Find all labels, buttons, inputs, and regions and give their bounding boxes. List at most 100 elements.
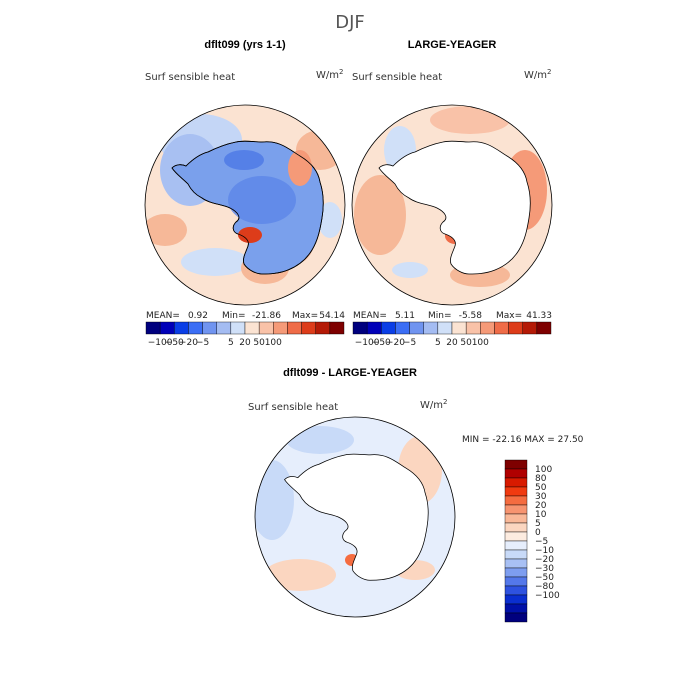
colorbar-tick-label: −50 bbox=[165, 338, 184, 348]
units-exp: 2 bbox=[547, 68, 551, 76]
colorbar-swatch bbox=[188, 321, 203, 335]
stats-line: MEAN= 5.11 Min= -5.58 Max= 41.33 bbox=[353, 311, 552, 321]
panel-map-2: dflt099 - LARGE-YEAGER Surf sensible hea… bbox=[248, 367, 584, 623]
colorbar-tick-label: −100 bbox=[355, 338, 380, 348]
colorbar-tick-label: 20 bbox=[535, 501, 547, 511]
min-value: -5.58 bbox=[459, 311, 483, 321]
units-exp: 2 bbox=[339, 68, 343, 76]
variable-label: Surf sensible heat bbox=[352, 72, 442, 83]
colorbar-tick-label: 20 bbox=[239, 338, 251, 348]
colorbar-tick-label: 100 bbox=[535, 465, 552, 475]
colorbar-swatch bbox=[504, 594, 528, 605]
map-boundary bbox=[144, 104, 346, 306]
colorbar-swatch bbox=[504, 504, 528, 515]
colorbar-swatch bbox=[504, 558, 528, 569]
max-label: Max= bbox=[292, 311, 318, 321]
field-blob bbox=[224, 150, 264, 170]
colorbar-tick-label: −20 bbox=[179, 338, 198, 348]
colorbar-swatch bbox=[504, 486, 528, 497]
field-blob bbox=[181, 248, 249, 276]
colorbar-swatch bbox=[504, 531, 528, 542]
field-blob bbox=[145, 214, 187, 246]
mean-label: MEAN= bbox=[353, 311, 387, 321]
colorbar-tick-label: 30 bbox=[535, 492, 547, 502]
units-label: W/m2 bbox=[316, 68, 343, 81]
field-blob bbox=[286, 426, 354, 454]
polar-map bbox=[145, 105, 345, 305]
colorbar-tick-label: −50 bbox=[372, 338, 391, 348]
panel-title: dflt099 (yrs 1-1) bbox=[204, 39, 286, 51]
colorbar-swatch bbox=[395, 321, 410, 335]
polar-map bbox=[255, 417, 455, 617]
polar-map bbox=[352, 105, 552, 305]
panel-map-1: LARGE-YEAGER Surf sensible heat W/m2 MEA… bbox=[351, 39, 553, 348]
colorbar-tick-label: −80 bbox=[535, 582, 554, 592]
min-value: -21.86 bbox=[252, 311, 281, 321]
colorbar-tick-label: 50 bbox=[253, 338, 265, 348]
colorbar-swatch bbox=[329, 321, 345, 335]
colorbar-swatch bbox=[409, 321, 424, 335]
max-value: 54.14 bbox=[319, 311, 345, 321]
colorbar-swatch bbox=[315, 321, 331, 335]
colorbar-swatch bbox=[522, 321, 538, 335]
colorbar-swatch bbox=[504, 477, 528, 488]
colorbar-swatch bbox=[504, 513, 528, 524]
colorbar-swatch bbox=[508, 321, 523, 335]
colorbar-tick-label: 50 bbox=[460, 338, 472, 348]
units-label: W/m2 bbox=[420, 398, 447, 411]
colorbar: −100−50−20−5 5 20 50 100 bbox=[352, 321, 552, 348]
colorbar-tick-label: −5 bbox=[535, 537, 548, 547]
colorbar-swatch bbox=[504, 585, 528, 596]
max-value: 41.33 bbox=[526, 311, 552, 321]
colorbar-swatch bbox=[504, 549, 528, 560]
field-blob bbox=[430, 106, 510, 134]
colorbar-swatch bbox=[504, 522, 528, 533]
colorbar-swatch bbox=[494, 321, 509, 335]
main-title: DJF bbox=[335, 12, 365, 33]
colorbar-swatch bbox=[230, 321, 246, 335]
colorbar-swatch bbox=[451, 321, 467, 335]
colorbar-tick-label: 100 bbox=[472, 338, 489, 348]
colorbar-tick-label: −5 bbox=[196, 338, 209, 348]
map-boundary bbox=[254, 416, 456, 618]
field-blob bbox=[288, 150, 312, 186]
mean-value: 5.11 bbox=[395, 311, 415, 321]
colorbar-tick-label: −20 bbox=[535, 555, 554, 565]
colorbar-swatch bbox=[504, 612, 528, 623]
min-label: Min= bbox=[428, 311, 452, 321]
colorbar-swatch bbox=[381, 321, 396, 335]
map-boundary bbox=[351, 104, 553, 306]
colorbar-swatch bbox=[465, 321, 481, 335]
panel-title: dflt099 - LARGE-YEAGER bbox=[283, 367, 417, 379]
panel-map-0: dflt099 (yrs 1-1) Surf sensible heat W/m… bbox=[144, 39, 346, 348]
colorbar-swatch bbox=[301, 321, 316, 335]
panel-title: LARGE-YEAGER bbox=[408, 39, 497, 51]
colorbar-tick-label: 20 bbox=[446, 338, 458, 348]
field-blob bbox=[354, 175, 406, 255]
colorbar-tick-label: 50 bbox=[535, 483, 547, 493]
colorbar-swatch bbox=[504, 540, 528, 551]
colorbar-tick-label: 5 bbox=[435, 338, 441, 348]
field-blob bbox=[228, 176, 296, 224]
units-base: W/m bbox=[420, 400, 443, 411]
colorbar-tick-label: −30 bbox=[535, 564, 554, 574]
colorbar-swatch bbox=[202, 321, 217, 335]
colorbar-tick-label: −100 bbox=[148, 338, 173, 348]
mean-label: MEAN= bbox=[146, 311, 180, 321]
units-label: W/m2 bbox=[524, 68, 551, 81]
colorbar-swatch bbox=[273, 321, 288, 335]
colorbar-swatch bbox=[244, 321, 260, 335]
colorbar-tick-label: −5 bbox=[403, 338, 416, 348]
colorbar-swatch bbox=[159, 321, 175, 335]
variable-label: Surf sensible heat bbox=[145, 72, 235, 83]
max-label: Max= bbox=[496, 311, 522, 321]
field-blob bbox=[238, 227, 262, 243]
units-base: W/m bbox=[524, 70, 547, 81]
colorbar-swatch bbox=[423, 321, 439, 335]
colorbar: −100−50−20−5 5 20 50 100 bbox=[145, 321, 345, 348]
colorbar-swatch bbox=[287, 321, 302, 335]
colorbar-swatch bbox=[145, 321, 161, 335]
colorbar-swatch bbox=[216, 321, 232, 335]
